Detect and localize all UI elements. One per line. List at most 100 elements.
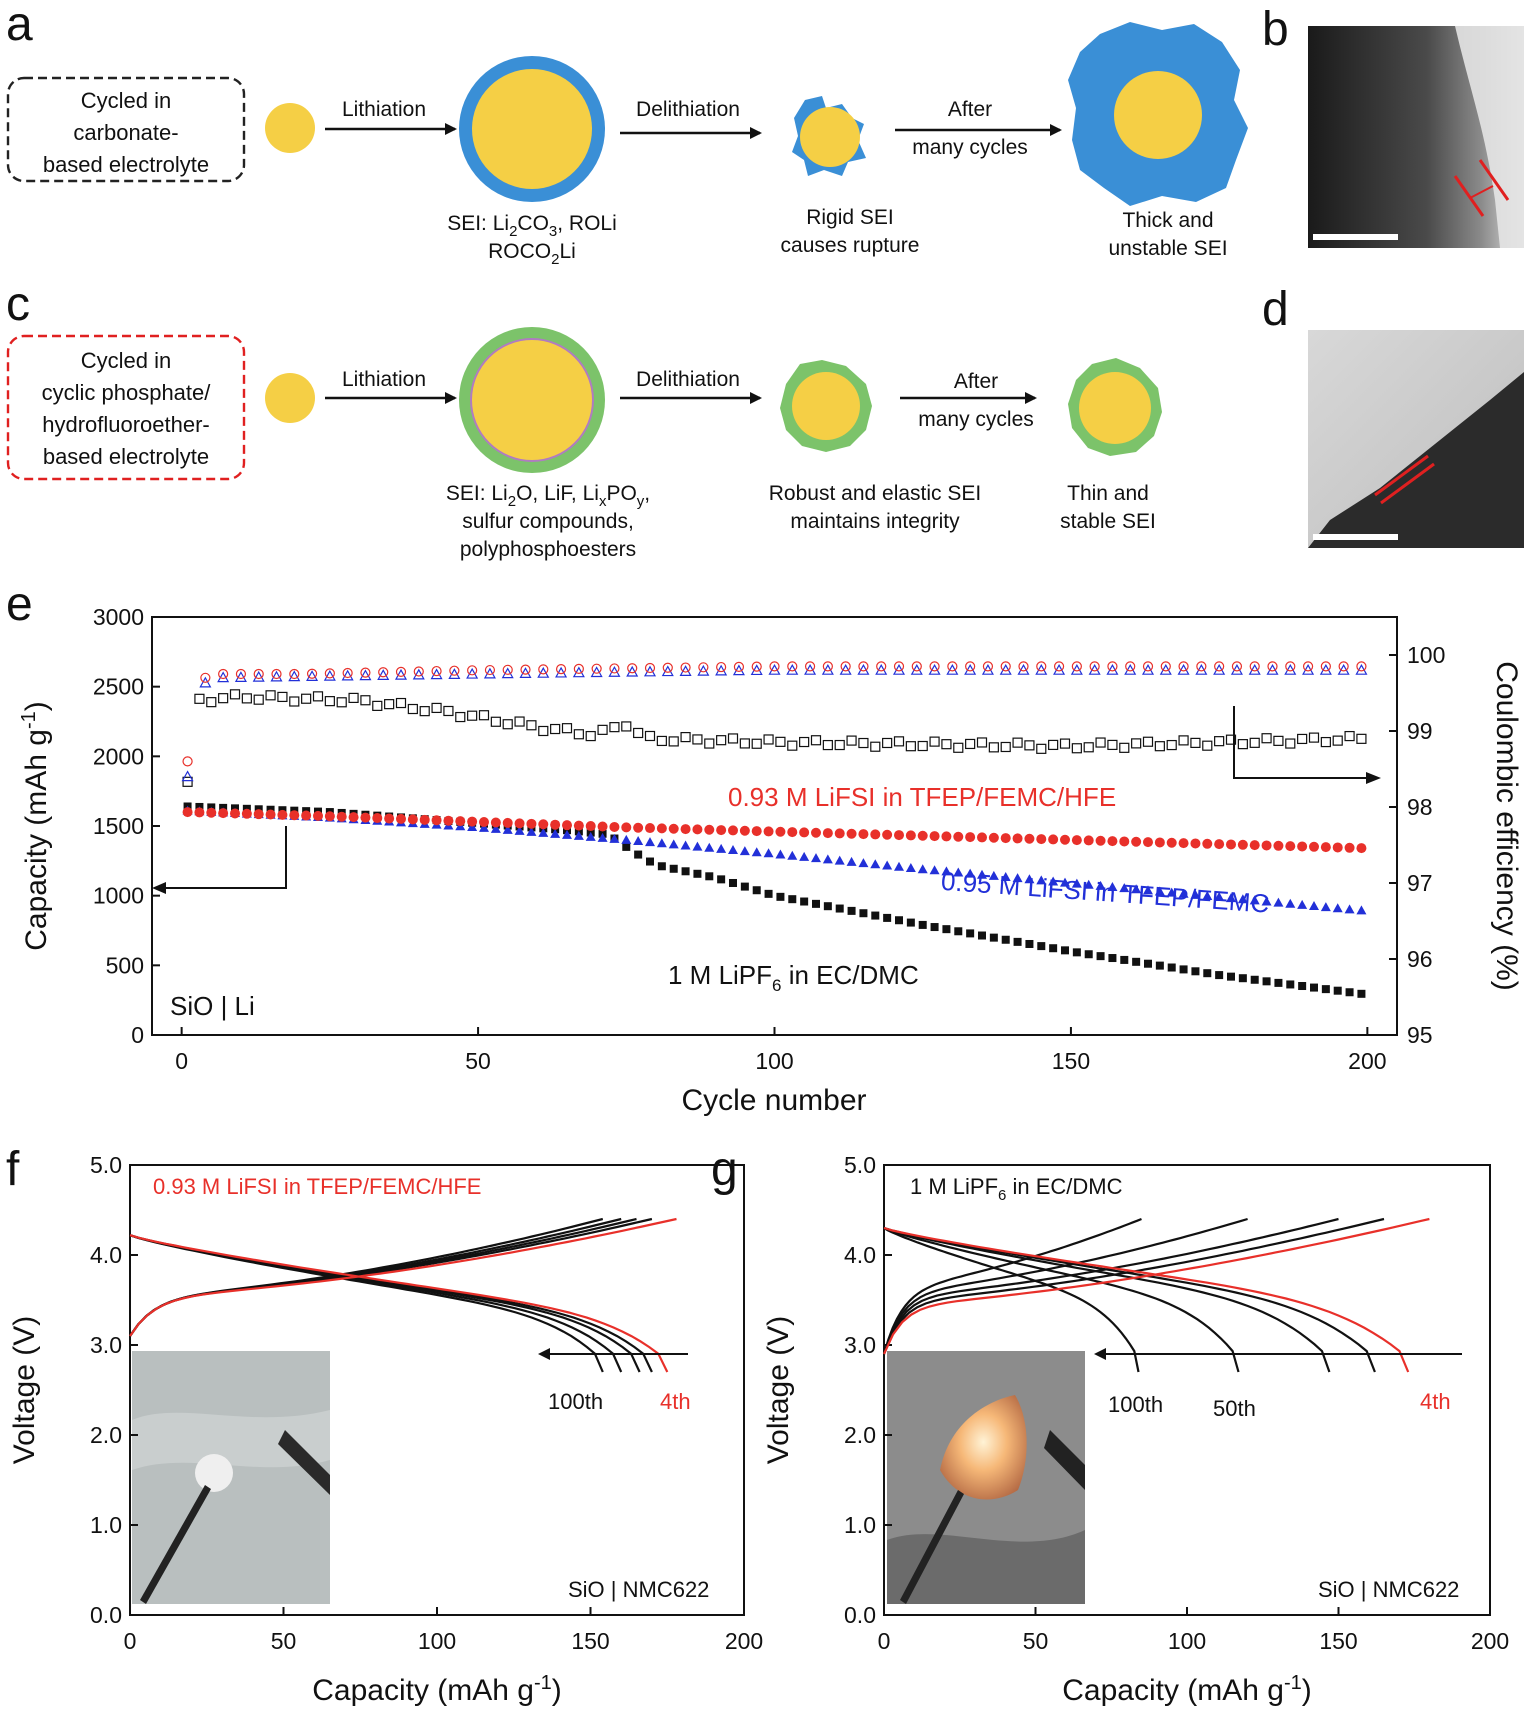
inset-object-f (278, 1430, 330, 1495)
capacity-point-lifsi-femc (1356, 905, 1367, 915)
y2-tick-label-e: 95 (1407, 1022, 1433, 1048)
capacity-point-lifsi-hfe (680, 824, 691, 835)
ce-point-lifsi-hfe (200, 672, 211, 683)
ce-point-lifsi-hfe (1178, 661, 1189, 672)
capacity-point-lifsi-hfe (538, 819, 549, 830)
scale-bar-d (1313, 534, 1398, 540)
capacity-point-lipf6 (1108, 954, 1117, 963)
capacity-point-lifsi-hfe (218, 808, 229, 819)
capacity-point-lipf6 (835, 904, 844, 913)
capacity-point-lifsi-hfe (929, 831, 940, 842)
ce-point-lifsi-hfe (591, 663, 602, 674)
capacity-point-lifsi-hfe (1012, 833, 1023, 844)
ce-point-lipf6 (1344, 730, 1355, 742)
capacity-point-lipf6 (859, 909, 868, 918)
y-tick-label: 2.0 (90, 1422, 122, 1448)
y-tick-label: 1.0 (90, 1512, 122, 1538)
capacity-point-lifsi-hfe (348, 812, 359, 823)
y2-tick-label-e: 100 (1407, 642, 1445, 668)
ce-point-lipf6 (253, 694, 264, 705)
y-tick-label: 3.0 (90, 1332, 122, 1358)
ce-point-lipf6 (194, 693, 205, 704)
y2-tick-label-e: 99 (1407, 718, 1433, 744)
ce-point-lipf6 (1154, 741, 1165, 752)
inset-tweezers-f (140, 1485, 211, 1604)
ce-point-lipf6 (1332, 735, 1343, 746)
sei-caption-c-line-2: sulfur compounds, (462, 510, 634, 533)
panel-label-b: b (1262, 3, 1289, 56)
capacity-point-lipf6 (1001, 935, 1010, 944)
capacity-point-lifsi-femc (502, 824, 513, 834)
ce-point-lipf6 (360, 695, 371, 706)
capacity-point-lifsi-hfe (1356, 843, 1367, 854)
ce-point-lifsi-hfe (235, 668, 247, 680)
capacity-point-lifsi-hfe (585, 821, 596, 832)
capacity-point-lifsi-hfe (241, 808, 252, 819)
capacity-point-lifsi-hfe (668, 823, 679, 834)
y-tick-label-e: 500 (106, 952, 144, 978)
ce-point-lifsi-hfe (378, 667, 389, 678)
capacity-point-lipf6 (752, 886, 761, 895)
capacity-point-lifsi-hfe (621, 822, 632, 833)
ce-point-lipf6 (1237, 739, 1248, 750)
sei-thickness-arrow-b (1469, 185, 1494, 199)
capacity-point-lifsi-hfe (917, 830, 928, 841)
charge-curve-cycle (882, 1217, 1385, 1355)
capacity-point-lipf6 (1227, 972, 1235, 981)
x-axis-title-f: Capacity (mAh g-1) (312, 1672, 562, 1707)
ce-point-lipf6 (502, 719, 513, 730)
ce-point-lifsi-femc (466, 667, 479, 679)
y-tick-label: 4.0 (844, 1242, 876, 1268)
ce-point-lifsi-hfe (413, 666, 424, 677)
capacity-point-lifsi-hfe (479, 817, 489, 828)
ce-point-lipf6 (763, 734, 774, 745)
ce-point-lifsi-hfe (395, 666, 407, 677)
ce-point-lipf6 (277, 691, 288, 703)
ce-point-lipf6 (834, 739, 845, 751)
y-tick-label: 4.0 (90, 1242, 122, 1268)
capacity-point-lipf6 (1084, 950, 1093, 959)
y-axis-title-e: Capacity (mAh g-1) (18, 701, 53, 951)
ce-point-lifsi-hfe (467, 665, 478, 676)
final-caption-a-1: Thick and (1122, 209, 1213, 232)
capacity-point-lifsi-hfe (822, 828, 833, 839)
ce-point-lipf6 (739, 738, 750, 749)
final-caption-c-2: stable SEI (1060, 510, 1156, 533)
ce-point-lifsi-hfe (858, 661, 869, 672)
ce-point-lifsi-femc (448, 668, 461, 679)
capacity-point-lifsi-hfe (858, 829, 869, 840)
ce-point-lifsi-hfe (1000, 661, 1011, 672)
capacity-point-lifsi-hfe (526, 818, 537, 829)
ce-point-lipf6 (1048, 739, 1059, 751)
capacity-point-lifsi-femc (656, 838, 667, 848)
capacity-point-lifsi-femc (1083, 879, 1094, 889)
capacity-point-lipf6 (918, 920, 927, 929)
ce-point-lipf6 (692, 734, 703, 745)
ce-point-lipf6 (1178, 735, 1189, 746)
ce-point-lipf6 (1119, 742, 1130, 753)
capacity-point-lifsi-femc (1012, 873, 1023, 883)
y-tick-label: 0.0 (90, 1602, 122, 1628)
capacity-point-lifsi-femc (692, 841, 703, 851)
capacity-point-lifsi-hfe (230, 808, 240, 819)
ce-point-lifsi-hfe (360, 667, 371, 678)
panel-g: g 0 50 100 150 200 0.0 1.0 2.0 3.0 4.0 5.0 1 M LiP… (711, 1143, 1509, 1707)
ce-point-lifsi-hfe (947, 661, 958, 672)
ce-point-lifsi-hfe (609, 663, 620, 674)
ce-point-lipf6 (312, 691, 324, 702)
ce-point-lipf6 (858, 737, 869, 749)
panel-c: c Cycled in cyclic phosphate/ hydrofluor… (6, 278, 1162, 561)
ce-point-lifsi-hfe (1267, 661, 1278, 672)
panel-label-e: e (6, 578, 33, 631)
ce-point-lifsi-hfe (876, 661, 887, 672)
capacity-axis-arrow (166, 826, 287, 889)
ce-point-lifsi-femc (412, 668, 425, 680)
capacity-point-lifsi-hfe (301, 810, 312, 821)
capacity-point-lifsi-femc (811, 853, 821, 863)
capacity-point-lipf6 (776, 892, 785, 901)
ce-point-lifsi-femc (270, 670, 283, 682)
capacity-point-lifsi-hfe (953, 831, 964, 842)
ce-point-lifsi-hfe (822, 661, 833, 672)
capacity-point-lipf6 (717, 875, 726, 884)
ce-point-lipf6 (633, 727, 644, 739)
